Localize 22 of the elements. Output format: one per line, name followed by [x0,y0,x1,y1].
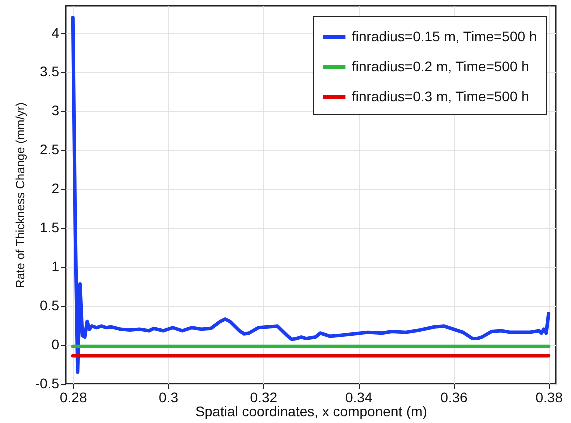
y-tick-label: 1 [52,258,60,275]
legend-label: finradius=0.2 m, Time=500 h [352,58,530,74]
x-axis-title: Spatial coordinates, x component (m) [196,404,428,420]
legend-label: finradius=0.15 m, Time=500 h [352,28,538,44]
x-tick-label: 0.32 [250,390,278,406]
y-axis-title: Rate of Thickness Change (mm/yr) [13,102,28,288]
line-series [71,16,551,374]
y-tick-label: -0.5 [35,376,60,392]
y-tick-label: 2.5 [40,142,60,158]
y-tick-label: 4 [52,24,60,41]
y-tick-label: 0 [52,336,60,353]
x-tick-label: 0.34 [345,390,373,406]
y-tick-label: 0.5 [40,298,60,314]
x-tick-label: 0.3 [159,390,179,406]
x-tick-label: 0.38 [536,390,564,406]
y-tick-label: 3 [52,102,60,119]
legend-label: finradius=0.3 m, Time=500 h [352,88,530,104]
y-tick-label: 3.5 [40,64,60,80]
x-tick-label: 0.36 [440,390,468,406]
y-tick-label: 2 [52,180,60,197]
x-tick-label: 0.28 [60,390,88,406]
y-tick-label: 1.5 [40,220,60,236]
